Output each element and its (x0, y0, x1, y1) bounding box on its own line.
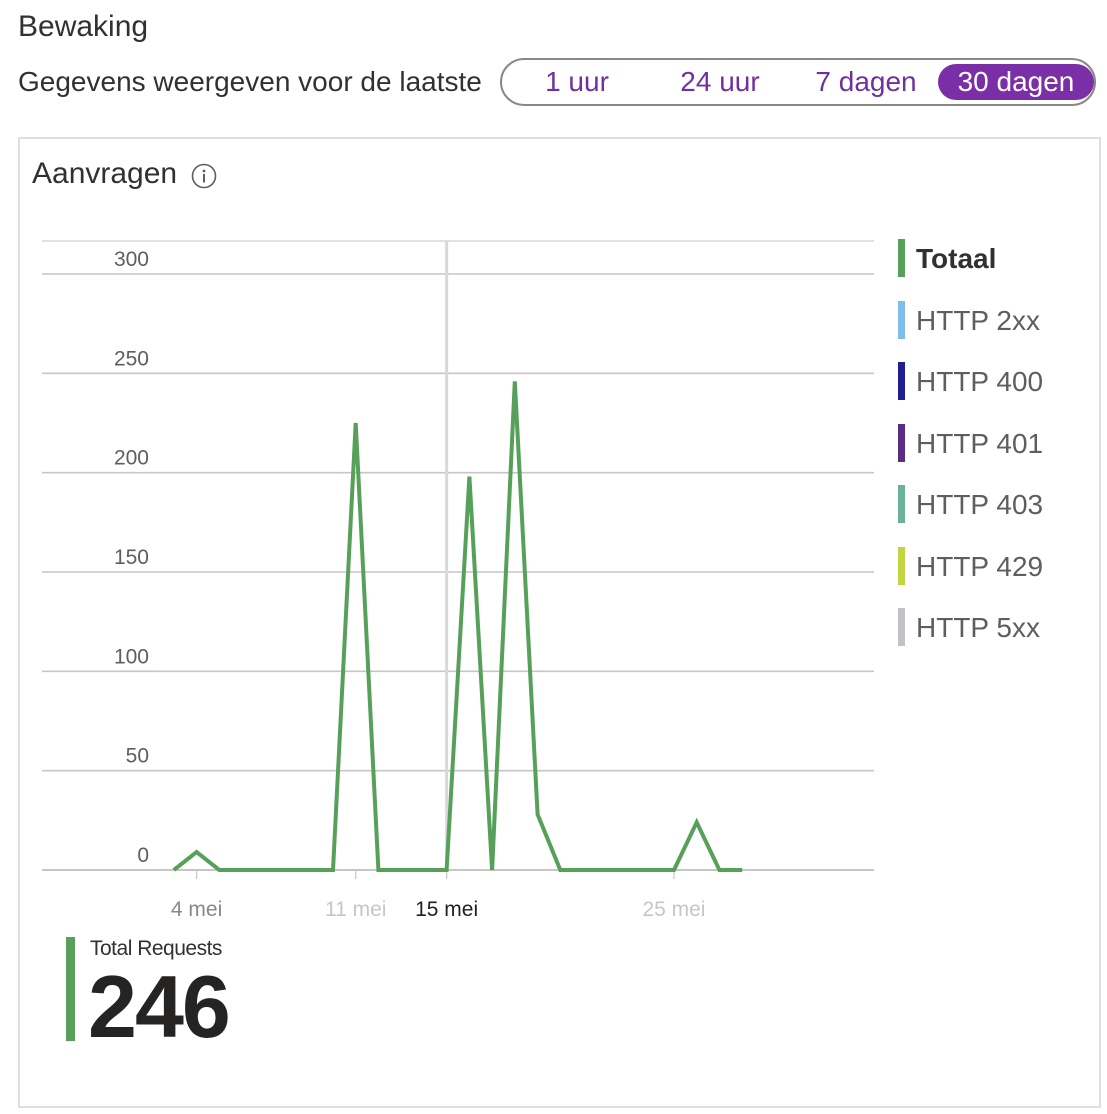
legend-swatch (898, 239, 905, 277)
legend-label: Totaal (916, 243, 997, 274)
range-option-1-uur[interactable]: 1 uur (545, 66, 609, 97)
range-option-24-uur[interactable]: 24 uur (680, 66, 760, 97)
x-tick-label: 25 mei (642, 898, 705, 919)
legend-label: HTTP 5xx (916, 612, 1040, 643)
range-option-30-dagen[interactable]: 30 dagen (938, 64, 1094, 100)
legend-item-http-5xx[interactable]: HTTP 5xx (898, 608, 1098, 646)
legend-label: HTTP 2xx (916, 304, 1040, 336)
legend-label: HTTP 403 (916, 489, 1044, 520)
section-title: Bewaking (18, 10, 149, 43)
series-line-totaal (172, 381, 743, 872)
time-range-label: Gegevens weergeven voor de laatste (18, 66, 482, 97)
legend-swatch (898, 423, 905, 462)
info-icon[interactable] (191, 163, 217, 189)
y-tick-label: 200 (114, 447, 149, 470)
total-requests-value: 246 (88, 957, 231, 1056)
legend-label: HTTP 429 (916, 550, 1044, 582)
y-tick-label: 150 (114, 546, 149, 569)
y-tick-label: 300 (114, 248, 149, 271)
x-tick-label: 11 mei (325, 898, 386, 919)
total-requests-label: Total Requests (90, 937, 222, 960)
requests-card: Aanvragen 0 50 100 150 200 250 300 4 mei 11 mei 1… (18, 137, 1101, 1108)
time-range-selector: 1 uur 24 uur 7 dagen 30 dagen (500, 58, 1096, 106)
card-title: Aanvragen (32, 157, 178, 190)
legend-item-http-429[interactable]: HTTP 429 (898, 546, 1098, 585)
total-accent-bar (66, 937, 75, 1041)
legend-item-totaal[interactable]: Totaal (898, 239, 1098, 277)
x-tick-label: 15 mei (415, 898, 478, 919)
y-tick-label: 50 (126, 745, 149, 768)
legend-swatch (898, 300, 905, 339)
legend-item-http-401[interactable]: HTTP 401 (898, 423, 1098, 462)
y-tick-label: 100 (114, 645, 149, 668)
y-tick-label: 0 (137, 844, 149, 867)
requests-chart[interactable]: 0 50 100 150 200 250 300 4 mei 11 mei 15 mei 25 me… (20, 139, 1099, 919)
range-option-7-dagen[interactable]: 7 dagen (815, 66, 917, 97)
legend-swatch (898, 546, 905, 585)
legend-item-http-403[interactable]: HTTP 403 (898, 485, 1098, 523)
legend-label: HTTP 400 (916, 366, 1044, 397)
legend-item-http-2xx[interactable]: HTTP 2xx (898, 300, 1098, 339)
legend-swatch (898, 485, 905, 523)
legend-item-http-400[interactable]: HTTP 400 (898, 362, 1098, 400)
y-tick-label: 250 (114, 347, 149, 370)
x-tick-label: 4 mei (171, 898, 222, 919)
legend-label: HTTP 401 (916, 427, 1044, 459)
legend-swatch (898, 362, 905, 400)
legend-swatch (898, 608, 905, 646)
